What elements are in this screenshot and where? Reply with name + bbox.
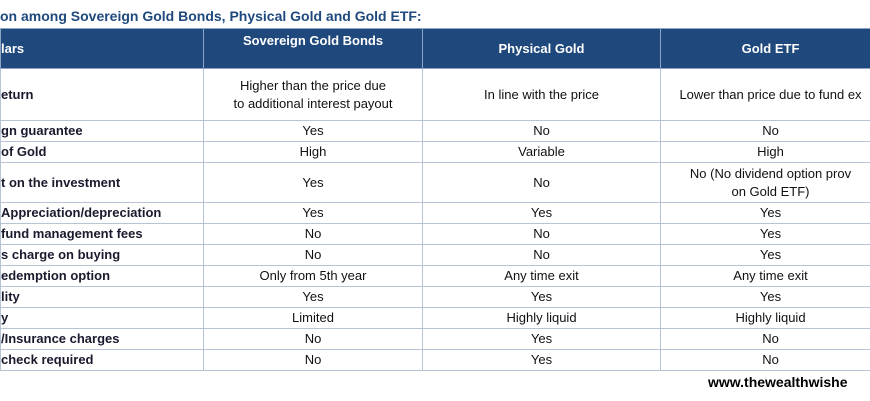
- table-cell: Yes: [203, 286, 423, 308]
- table-cell: Higher than the price due to additional …: [203, 68, 423, 121]
- table-cell: Highly liquid: [660, 307, 870, 329]
- table-cell: No: [203, 223, 423, 245]
- table-cell: Yes: [203, 202, 423, 224]
- table-cell: Limited: [203, 307, 423, 329]
- table-cell: No: [660, 120, 870, 142]
- row-label: s charge on buying: [0, 244, 204, 266]
- table-cell: In line with the price: [422, 68, 661, 121]
- table-cell: Yes: [422, 328, 661, 350]
- table-cell: Variable: [422, 141, 661, 163]
- table-cell: Yes: [660, 286, 870, 308]
- row-label: fund management fees: [0, 223, 204, 245]
- row-label: t on the investment: [0, 162, 204, 203]
- table-cell: No: [422, 244, 661, 266]
- table-cell: Only from 5th year: [203, 265, 423, 287]
- table-cell: Yes: [203, 162, 423, 203]
- table-cell: Yes: [660, 223, 870, 245]
- row-label: lity: [0, 286, 204, 308]
- table-cell: Any time exit: [660, 265, 870, 287]
- table-row: t on the investment Yes No No (No dividend …: [0, 162, 870, 203]
- table-cell: No: [203, 349, 423, 371]
- table-cell: No: [203, 328, 423, 350]
- row-label: eturn: [0, 68, 204, 121]
- table-cell: No: [422, 223, 661, 245]
- footer: www.thewealthwishe: [708, 374, 848, 390]
- table-row: gn guarantee Yes No No: [0, 120, 870, 142]
- comparison-table: lars Sovereign Gold Bonds Physical Gold Gol…: [0, 28, 870, 371]
- row-label: gn guarantee: [0, 120, 204, 142]
- table-cell: Yes: [422, 286, 661, 308]
- table-row: s charge on buying No No Yes: [0, 244, 870, 266]
- table-cell: No: [660, 328, 870, 350]
- table-cell: Yes: [660, 244, 870, 266]
- row-label: check required: [0, 349, 204, 371]
- table-row: of Gold High Variable High: [0, 141, 870, 163]
- table-row: lity Yes Yes Yes: [0, 286, 870, 308]
- table-row: edemption option Only from 5th year Any ti…: [0, 265, 870, 287]
- table-cell: High: [660, 141, 870, 163]
- table-row: Appreciation/depreciation Yes Yes Yes: [0, 202, 870, 224]
- table-cell: Yes: [422, 202, 661, 224]
- table-row: eturn Higher than the price due to additi…: [0, 68, 870, 121]
- table-cell: Yes: [203, 120, 423, 142]
- row-label: edemption option: [0, 265, 204, 287]
- header-row: lars Sovereign Gold Bonds Physical Gold Gol…: [0, 28, 870, 69]
- table-cell: No: [422, 162, 661, 203]
- row-label: y: [0, 307, 204, 329]
- table-cell: Yes: [422, 349, 661, 371]
- table-cell: Lower than price due to fund ex: [660, 68, 870, 121]
- table-row: check required No Yes No: [0, 349, 870, 371]
- title: on among Sovereign Gold Bonds, Physical …: [0, 8, 422, 24]
- table-cell: Yes: [660, 202, 870, 224]
- table-row: y Limited Highly liquid Highly liquid: [0, 307, 870, 329]
- table-row: fund management fees No No Yes: [0, 223, 870, 245]
- table-cell: High: [203, 141, 423, 163]
- table-cell: No: [422, 120, 661, 142]
- header-cell: Physical Gold: [422, 28, 661, 69]
- table-cell: Any time exit: [422, 265, 661, 287]
- row-label: of Gold: [0, 141, 204, 163]
- table-cell: No: [660, 349, 870, 371]
- table-cell: No: [203, 244, 423, 266]
- row-label: Appreciation/depreciation: [0, 202, 204, 224]
- table-cell: Highly liquid: [422, 307, 661, 329]
- header-cell: Sovereign Gold Bonds: [203, 28, 423, 69]
- row-label: /Insurance charges: [0, 328, 204, 350]
- header-cell: lars: [0, 28, 204, 69]
- header-cell: Gold ETF: [660, 28, 870, 69]
- table-cell: No (No dividend option prov on Gold ETF): [660, 162, 870, 203]
- table-row: /Insurance charges No Yes No: [0, 328, 870, 350]
